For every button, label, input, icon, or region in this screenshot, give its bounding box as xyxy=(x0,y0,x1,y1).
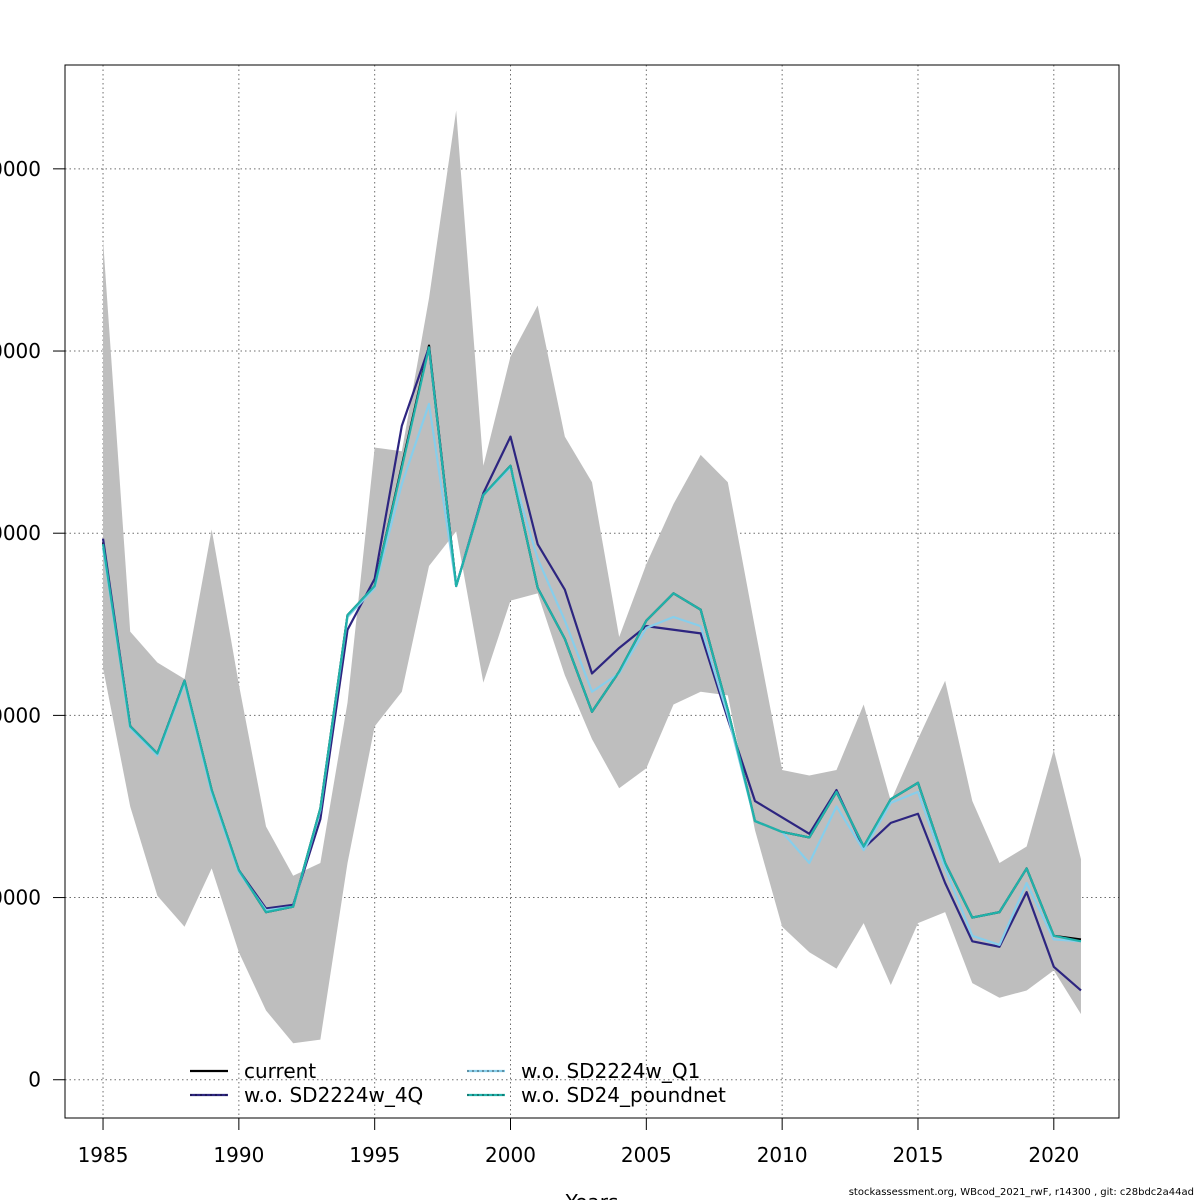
footer-note: stockassessment.org, WBcod_2021_rwF, r14… xyxy=(848,1187,1194,1198)
y-axis: 000000000000000000000 xyxy=(0,157,65,1092)
x-axis: 1985 1990 1995 2000 2005 2010 2015 2020 xyxy=(78,1117,1079,1167)
y-tick-label-0: 0 xyxy=(28,1068,41,1092)
legend-label: w.o. SD2224w_Q1 xyxy=(521,1059,700,1083)
legend-item-2: w.o. SD2224w_Q1 xyxy=(467,1059,700,1083)
x-tick-label-1985: 1985 xyxy=(78,1143,129,1167)
x-tick-label-2020: 2020 xyxy=(1028,1143,1079,1167)
series-lines xyxy=(101,344,1082,992)
x-tick-label-2005: 2005 xyxy=(621,1143,672,1167)
legend-label: w.o. SD24_poundnet xyxy=(521,1083,726,1107)
x-tick-label-1990: 1990 xyxy=(213,1143,264,1167)
legend-item-0: current xyxy=(190,1059,316,1083)
legend-label: w.o. SD2224w_4Q xyxy=(244,1083,423,1107)
legend-item-3: w.o. SD24_poundnet xyxy=(467,1083,726,1107)
confidence-band xyxy=(103,110,1081,1044)
x-axis-title: Years xyxy=(565,1190,619,1200)
confidence-band-area xyxy=(103,110,1081,1044)
legend-label: current xyxy=(244,1059,316,1083)
x-tick-label-2010: 2010 xyxy=(757,1143,808,1167)
x-tick-label-2000: 2000 xyxy=(485,1143,536,1167)
x-tick-label-2015: 2015 xyxy=(893,1143,944,1167)
legend-item-1: w.o. SD2224w_4Q xyxy=(190,1083,423,1107)
x-tick-label-1995: 1995 xyxy=(349,1143,400,1167)
series-line-3 xyxy=(101,346,1082,943)
